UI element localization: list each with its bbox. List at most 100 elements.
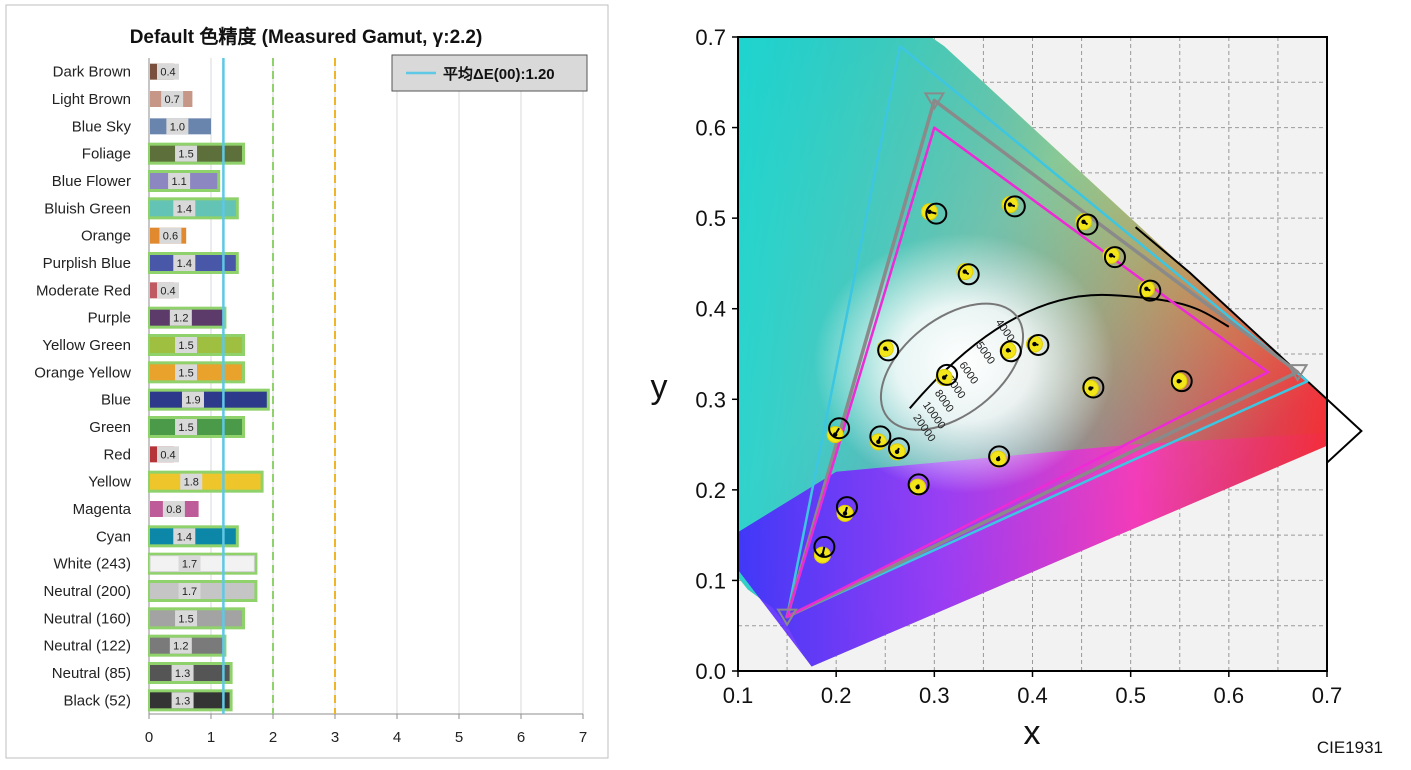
- value-label: 1.5: [178, 367, 193, 379]
- category-label: Magenta: [73, 501, 132, 518]
- error-vector-head: [1007, 202, 1013, 207]
- category-label: Cyan: [96, 528, 131, 545]
- target-point: [988, 445, 1011, 468]
- error-vector-head: [1005, 348, 1011, 353]
- error-vector-head: [876, 439, 881, 445]
- value-label: 1.4: [177, 531, 192, 543]
- x-tick-label: 7: [579, 729, 587, 746]
- cct-ellipse: [879, 302, 1025, 431]
- category-label: Light Brown: [52, 91, 131, 108]
- category-label: Black (52): [63, 692, 131, 709]
- category-label: Purple: [88, 310, 131, 327]
- y-tick-label: 0.6: [695, 116, 726, 141]
- error-vector-head: [1032, 341, 1037, 347]
- value-label: 0.7: [165, 94, 180, 106]
- x-tick-label: 3: [331, 729, 339, 746]
- y-axis-title: y: [651, 368, 668, 406]
- category-label: Blue Flower: [52, 173, 131, 190]
- x-axis-title: x: [1024, 714, 1041, 752]
- value-label: 1.9: [185, 395, 200, 407]
- value-label: 1.7: [182, 586, 197, 598]
- x-tick-label: 0.5: [1115, 683, 1146, 708]
- gamut-triangle: [785, 126, 1270, 618]
- bar: [150, 583, 255, 599]
- category-label: Neutral (160): [43, 610, 131, 627]
- value-label: 0.4: [160, 449, 175, 461]
- error-vector-head: [894, 449, 900, 455]
- target-point: [828, 417, 851, 440]
- locus-edge: [1134, 226, 1363, 464]
- target-point: [1139, 279, 1162, 302]
- value-label-bg: [175, 145, 198, 162]
- error-vector-head: [1176, 378, 1181, 384]
- target-point: [936, 363, 959, 386]
- x-tick-label: 0.7: [1312, 683, 1343, 708]
- value-label: 1.5: [178, 340, 193, 352]
- target-point: [907, 473, 930, 496]
- bar: [150, 391, 267, 408]
- error-vector-head: [832, 432, 838, 437]
- value-label-bg: [178, 555, 201, 572]
- value-label-bg: [175, 419, 198, 435]
- value-label: 1.5: [178, 422, 193, 434]
- x-tick-label: 0.3: [919, 683, 950, 708]
- target-point: [877, 339, 900, 362]
- value-label: 1.0: [170, 121, 185, 133]
- value-label: 0.8: [166, 504, 181, 516]
- error-vector-head: [1088, 386, 1093, 391]
- chart-frame: [5, 4, 609, 759]
- spectral-locus-purple: [738, 433, 1327, 667]
- target-point: [1003, 195, 1026, 218]
- value-label-bg: [157, 446, 179, 463]
- category-label: Purplish Blue: [43, 255, 131, 272]
- target-point: [999, 340, 1022, 363]
- x-tick-label: 0.6: [1214, 683, 1245, 708]
- value-label: 1.3: [175, 668, 190, 680]
- legend: 平均ΔE(00):1.20: [391, 54, 588, 92]
- value-label-bg: [175, 364, 198, 381]
- category-label: Blue: [101, 392, 131, 409]
- error-vector-head: [915, 484, 920, 490]
- value-label: 0.6: [163, 231, 178, 243]
- value-label-bg: [157, 63, 179, 80]
- x-tick-label: 0.2: [821, 683, 852, 708]
- category-label: White (243): [53, 556, 131, 573]
- bar: [149, 555, 255, 573]
- error-vector-head: [995, 456, 1001, 462]
- error-vector-head: [1108, 253, 1114, 258]
- target-point: [1082, 376, 1105, 399]
- value-label-bg: [162, 501, 185, 517]
- category-label: Blue Sky: [72, 118, 132, 135]
- target-point: [835, 496, 858, 519]
- value-label-bg: [169, 309, 192, 326]
- target-point: [887, 437, 910, 460]
- chart-title: Default 色精度 (Measured Gamut, γ:2.2): [130, 25, 483, 48]
- category-label: Red: [103, 446, 131, 463]
- value-label: 1.7: [182, 559, 197, 571]
- value-label: 1.4: [177, 258, 192, 270]
- target-point: [1103, 246, 1126, 269]
- target-point: [925, 202, 948, 225]
- value-label-bg: [169, 637, 192, 654]
- value-label: 0.4: [160, 285, 175, 297]
- legend-label: 平均ΔE(00):1.20: [443, 65, 555, 83]
- error-vector-head: [927, 209, 932, 215]
- category-label: Green: [89, 419, 131, 436]
- value-label-bg: [173, 528, 196, 545]
- value-label-bg: [157, 282, 179, 299]
- planckian-locus: [909, 293, 1230, 409]
- x-tick-label: 2: [269, 729, 277, 746]
- x-tick-label: 6: [517, 729, 525, 746]
- error-vector-head: [1081, 219, 1086, 224]
- category-label: Neutral (85): [52, 665, 131, 682]
- y-tick-label: 0.2: [695, 478, 726, 503]
- error-vector-head: [820, 552, 825, 558]
- error-vector-head: [962, 269, 967, 274]
- error-vector-head: [883, 346, 888, 351]
- gamut-vertex-marker: [923, 92, 946, 111]
- category-label: Yellow: [88, 474, 131, 491]
- error-vector-head: [941, 375, 947, 380]
- error-vector-head: [842, 511, 848, 516]
